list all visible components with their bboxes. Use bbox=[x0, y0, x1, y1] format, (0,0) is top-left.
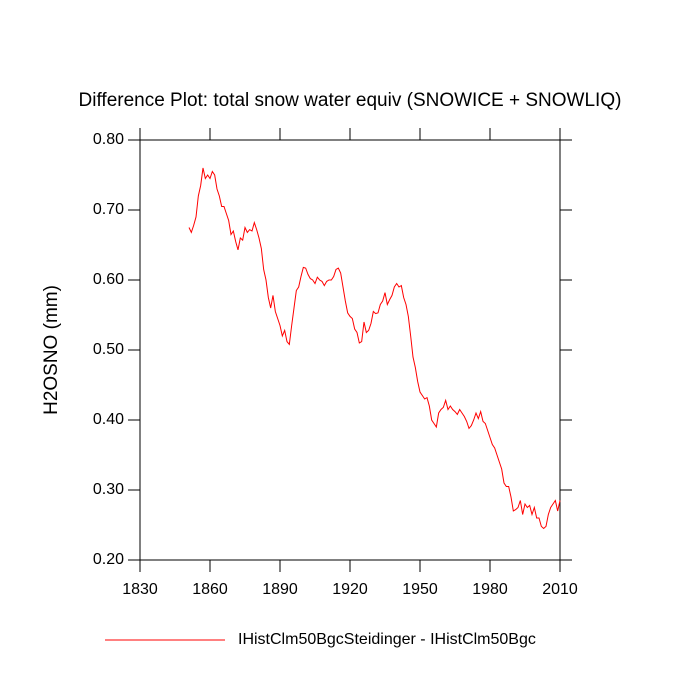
y-tick-label: 0.20 bbox=[93, 551, 124, 568]
y-tick-label: 0.50 bbox=[93, 341, 124, 358]
legend-label: IHistClm50BgcSteidinger - IHistClm50Bgc bbox=[238, 631, 536, 648]
x-tick-label: 1890 bbox=[262, 581, 298, 598]
y-tick-label: 0.80 bbox=[93, 131, 124, 148]
chart-title: Difference Plot: total snow water equiv … bbox=[79, 90, 622, 111]
data-line bbox=[188, 167, 561, 530]
x-tick-label: 1980 bbox=[472, 581, 508, 598]
y-tick-label: 0.60 bbox=[93, 271, 124, 288]
y-tick-label: 0.70 bbox=[93, 201, 124, 218]
x-tick-label: 1950 bbox=[402, 581, 438, 598]
y-tick-label: 0.30 bbox=[93, 481, 124, 498]
x-tick-label: 1830 bbox=[122, 581, 158, 598]
x-tick-label: 2010 bbox=[542, 581, 578, 598]
x-tick-label: 1920 bbox=[332, 581, 368, 598]
x-tick-label: 1860 bbox=[192, 581, 228, 598]
y-tick-label: 0.40 bbox=[93, 411, 124, 428]
plot-frame bbox=[139, 139, 561, 561]
y-axis-label: H2OSNO (mm) bbox=[41, 285, 62, 415]
